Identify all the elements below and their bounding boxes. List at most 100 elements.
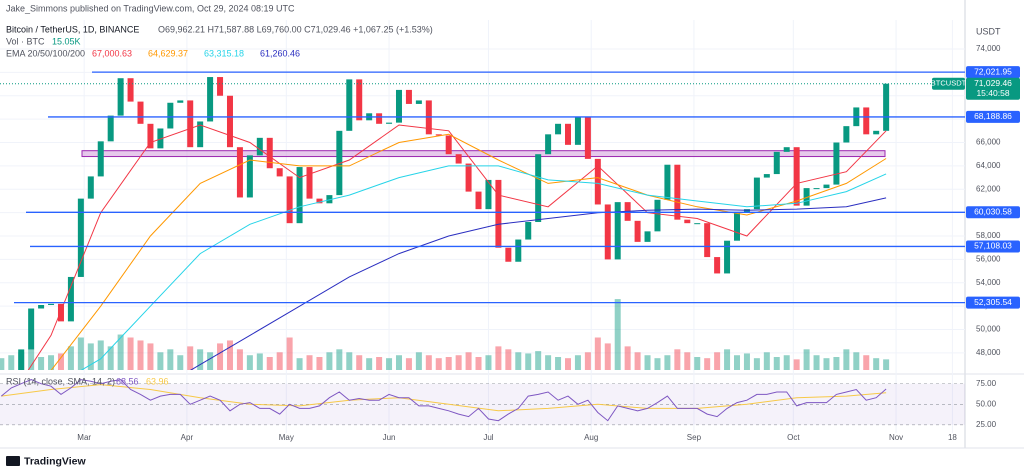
volume-bar <box>97 340 104 370</box>
volume-bar <box>8 355 15 370</box>
volume-bar <box>286 337 293 370</box>
rsi-title: RSI (14, close, SMA, 14, 2) <box>6 376 115 386</box>
candle <box>177 100 184 103</box>
candle <box>256 137 263 156</box>
volume-bar <box>107 346 114 370</box>
volume-bar <box>763 352 770 370</box>
candle <box>614 202 621 260</box>
ema-value: 64,629.37 <box>148 48 188 58</box>
volume-bar <box>48 355 55 370</box>
candle <box>714 257 721 274</box>
level-label: 52,305.54 <box>974 297 1012 307</box>
symbol: Bitcoin / TetherUS, 1D, BINANCE <box>6 24 139 34</box>
candle <box>38 305 45 309</box>
volume-bar <box>793 359 800 370</box>
x-tick-label: Aug <box>584 433 598 442</box>
volume-bar <box>246 355 253 370</box>
volume-bar <box>187 346 194 370</box>
x-tick-label: Nov <box>889 433 903 442</box>
candle <box>664 164 671 200</box>
volume-bar <box>405 358 412 370</box>
volume-bar <box>883 359 890 370</box>
level-tag <box>966 66 1020 79</box>
y-tick-label: 62,000 <box>976 184 1001 193</box>
candle <box>584 116 591 159</box>
y-tick-label: 74,000 <box>976 44 1001 53</box>
x-tick-label: Jun <box>383 433 396 442</box>
candle <box>823 184 830 189</box>
volume-bar <box>863 355 870 370</box>
volume-bar <box>316 357 323 370</box>
brand: TradingView <box>6 455 86 467</box>
candle <box>564 123 571 145</box>
volume-bar <box>783 355 790 370</box>
volume-bar <box>435 358 442 370</box>
candle <box>48 303 55 306</box>
level-label: 57,108.03 <box>974 241 1012 251</box>
x-tick-label: Apr <box>181 433 194 442</box>
rsi-tick-label: 25.00 <box>976 420 997 429</box>
symbol-label: BTCUSDT <box>931 79 967 88</box>
candle <box>684 219 691 224</box>
level-tag <box>966 110 1020 123</box>
candle <box>97 141 104 177</box>
volume-bar <box>167 349 174 370</box>
candle <box>286 176 293 224</box>
y-tick-label: 50,000 <box>976 325 1001 334</box>
volume-bar <box>455 355 462 370</box>
candle <box>187 100 194 148</box>
volume-bar <box>535 351 542 370</box>
rsi-value: 68.56 <box>116 376 139 386</box>
rsi-pane <box>0 379 965 426</box>
candle <box>545 134 552 155</box>
candle <box>704 223 711 258</box>
candle <box>18 349 25 370</box>
candle <box>634 220 641 242</box>
price-tag <box>966 77 1020 100</box>
volume-bar <box>266 357 273 370</box>
rsi-sma-line <box>1 384 887 412</box>
y-tick-label: 54,000 <box>976 278 1001 287</box>
volume-bar <box>217 343 224 370</box>
volume-bar <box>395 355 402 370</box>
candle <box>117 78 124 116</box>
zone <box>81 150 886 158</box>
candle <box>376 113 383 124</box>
price-label: 71,029.46 <box>974 78 1012 88</box>
volume-bar <box>177 355 184 370</box>
candle <box>435 134 442 136</box>
volume-bar <box>773 357 780 370</box>
volume-bar <box>803 349 810 370</box>
rsi-line <box>0 379 887 422</box>
volume-bar <box>843 349 850 370</box>
volume-bar <box>356 355 363 370</box>
candle <box>147 123 154 149</box>
volume-bar <box>654 358 661 370</box>
volume-bar <box>724 349 731 370</box>
volume-bar <box>296 358 303 370</box>
candle <box>107 115 114 142</box>
candle <box>833 142 840 185</box>
candle <box>336 130 343 196</box>
candle <box>803 188 810 206</box>
volume-bar <box>57 353 64 370</box>
y-tick-label: 58,000 <box>976 231 1001 240</box>
candle <box>654 199 661 232</box>
candle <box>226 95 233 148</box>
candle <box>415 100 422 104</box>
candle <box>525 222 532 240</box>
candle <box>594 158 601 205</box>
ema-line <box>190 197 887 370</box>
volume-bar <box>515 352 522 370</box>
candle <box>77 198 84 277</box>
ema-line <box>80 165 887 370</box>
candle <box>843 126 850 143</box>
volume-bar <box>813 355 820 370</box>
candle <box>405 89 412 104</box>
publisher: Jake_Simmons published on TradingView.co… <box>6 3 295 13</box>
volume-bar <box>0 358 5 370</box>
candle <box>873 130 880 135</box>
volume-bar <box>555 357 562 370</box>
ema-value: 63,315.18 <box>204 48 244 58</box>
candle <box>773 151 780 175</box>
